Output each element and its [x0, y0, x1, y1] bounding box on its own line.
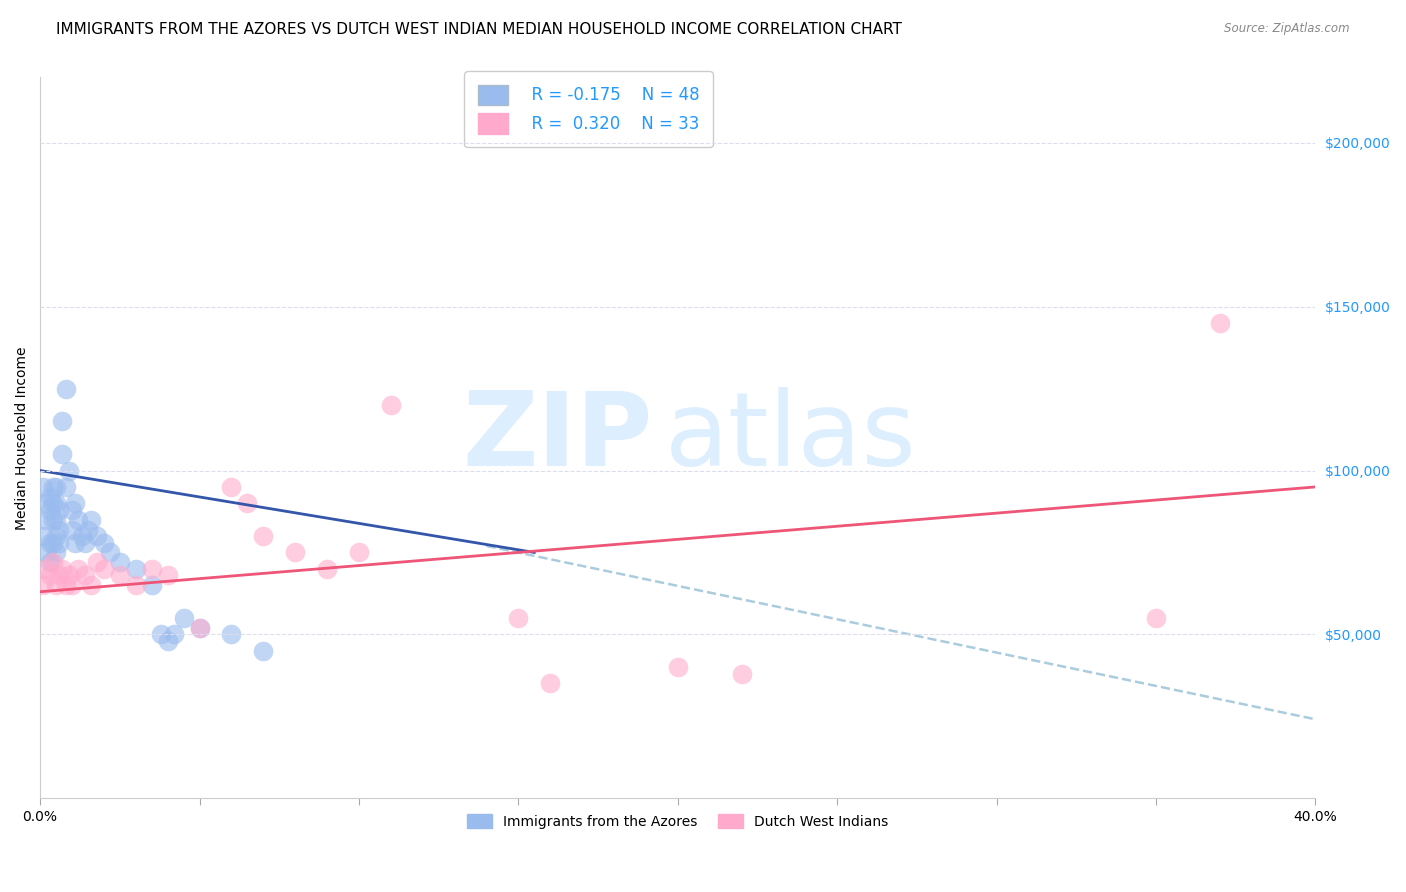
Point	[67, 562, 90, 576]
Point	[63, 535, 86, 549]
Point	[42, 480, 65, 494]
Point	[48, 568, 70, 582]
Point	[141, 562, 163, 576]
Point	[45, 513, 67, 527]
Point	[42, 535, 65, 549]
Point	[42, 513, 65, 527]
Point	[38, 568, 60, 582]
Point	[380, 398, 402, 412]
Point	[32, 578, 55, 592]
Point	[35, 562, 58, 576]
Point	[42, 555, 65, 569]
Point	[1209, 316, 1232, 330]
Point	[42, 496, 65, 510]
Point	[77, 523, 100, 537]
Point	[173, 611, 195, 625]
Point	[45, 529, 67, 543]
Point	[236, 496, 259, 510]
Point	[67, 513, 90, 527]
Point	[538, 676, 561, 690]
Point	[48, 523, 70, 537]
Point	[51, 447, 73, 461]
Point	[80, 578, 103, 592]
Point	[45, 545, 67, 559]
Point	[221, 480, 243, 494]
Point	[38, 490, 60, 504]
Point	[93, 562, 115, 576]
Point	[141, 578, 163, 592]
Point	[55, 578, 77, 592]
Point	[156, 568, 179, 582]
Text: ZIP: ZIP	[463, 387, 652, 488]
Point	[1144, 611, 1167, 625]
Point	[252, 644, 274, 658]
Point	[60, 523, 83, 537]
Point	[163, 627, 186, 641]
Point	[32, 480, 55, 494]
Point	[188, 621, 211, 635]
Point	[86, 555, 108, 569]
Point	[51, 414, 73, 428]
Point	[45, 480, 67, 494]
Point	[108, 555, 131, 569]
Point	[156, 633, 179, 648]
Text: Source: ZipAtlas.com: Source: ZipAtlas.com	[1225, 22, 1350, 36]
Point	[58, 568, 80, 582]
Point	[38, 555, 60, 569]
Point	[48, 503, 70, 517]
Point	[45, 496, 67, 510]
Point	[35, 513, 58, 527]
Point	[125, 562, 148, 576]
Point	[55, 382, 77, 396]
Point	[32, 529, 55, 543]
Point	[150, 627, 173, 641]
Point	[108, 568, 131, 582]
Point	[35, 545, 58, 559]
Point	[188, 621, 211, 635]
Point	[38, 535, 60, 549]
Point	[60, 503, 83, 517]
Point	[55, 480, 77, 494]
Point	[58, 464, 80, 478]
Point	[252, 529, 274, 543]
Point	[51, 562, 73, 576]
Legend: Immigrants from the Azores, Dutch West Indians: Immigrants from the Azores, Dutch West I…	[461, 808, 894, 834]
Text: atlas: atlas	[665, 387, 917, 488]
Point	[730, 666, 752, 681]
Point	[93, 535, 115, 549]
Point	[508, 611, 530, 625]
Point	[221, 627, 243, 641]
Point	[80, 513, 103, 527]
Point	[347, 545, 370, 559]
Point	[73, 568, 96, 582]
Point	[70, 529, 93, 543]
Point	[73, 535, 96, 549]
Point	[316, 562, 339, 576]
Point	[98, 545, 121, 559]
Point	[666, 660, 689, 674]
Point	[125, 578, 148, 592]
Point	[48, 535, 70, 549]
Point	[63, 496, 86, 510]
Point	[45, 578, 67, 592]
Point	[35, 496, 58, 510]
Point	[284, 545, 307, 559]
Point	[86, 529, 108, 543]
Point	[38, 503, 60, 517]
Text: IMMIGRANTS FROM THE AZORES VS DUTCH WEST INDIAN MEDIAN HOUSEHOLD INCOME CORRELAT: IMMIGRANTS FROM THE AZORES VS DUTCH WEST…	[56, 22, 903, 37]
Point	[60, 578, 83, 592]
Y-axis label: Median Household Income: Median Household Income	[15, 346, 30, 530]
